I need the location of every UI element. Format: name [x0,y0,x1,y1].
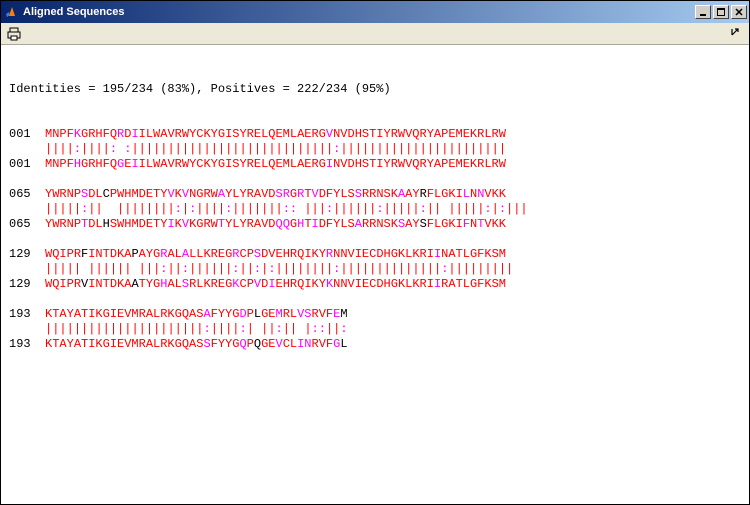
seq-bottom: 065 YWRNPTDLHSWHMDETYIKVKGRWTYLYRAVDQQGH… [9,217,741,232]
seq-match: ||||||||||||||||||||||:||||:| ||:|| |::|… [9,322,741,337]
app-window: Aligned Sequences Identities = 195/234 (… [0,0,750,505]
seq-top: 193 KTAYATIKGIEVMRALRKGQASAFYYGDPLGEMRLV… [9,307,741,322]
alignment-content: Identities = 195/234 (83%), Positives = … [1,45,749,504]
alignment-block: 065 YWRNPSDLCPWHMDETYVKVNGRWAYLYRAVDSRGR… [9,187,741,232]
alignment-body: 001 MNPFKGRHFQRDIILWAVRWYCKYGISYRELQEMLA… [9,127,741,352]
close-button[interactable] [731,5,747,19]
seq-bottom: 193 KTAYATIKGIEVMRALRKGQASSFYYGQPQGEVCLI… [9,337,741,352]
alignment-block: 001 MNPFKGRHFQRDIILWAVRWYCKYGISYRELQEMLA… [9,127,741,172]
seq-bottom: 001 MNPFHGRHFQGEIILWAVRWYCKYGISYRELQEMLA… [9,157,741,172]
titlebar: Aligned Sequences [1,1,749,23]
window-title: Aligned Sequences [23,6,693,18]
dock-icon[interactable] [727,25,745,43]
seq-match: |||||:|| ||||||||:|:||||:|||||||:: |||:|… [9,202,741,217]
seq-bottom: 129 WQIPRVINTDKAATYGHALSRLKREGKCPVDIEHRQ… [9,277,741,292]
seq-top: 065 YWRNPSDLCPWHMDETYVKVNGRWAYLYRAVDSRGR… [9,187,741,202]
seq-top: 129 WQIPRFINTDKAPAYGRALALLKREGRCPSDVEHRQ… [9,247,741,262]
matlab-icon [3,4,19,20]
window-buttons [693,5,747,19]
alignment-block: 193 KTAYATIKGIEVMRALRKGQASAFYYGDPLGEMRLV… [9,307,741,352]
seq-match: ||||:||||: :||||||||||||||||||||||||||||… [9,142,741,157]
minimize-button[interactable] [695,5,711,19]
print-icon[interactable] [5,25,23,43]
maximize-button[interactable] [713,5,729,19]
toolbar [1,23,749,45]
alignment-block: 129 WQIPRFINTDKAPAYGRALALLKREGRCPSDVEHRQ… [9,247,741,292]
seq-top: 001 MNPFKGRHFQRDIILWAVRWYCKYGISYRELQEMLA… [9,127,741,142]
seq-match: ||||| |||||| |||:||:||||||:||:|:||||||||… [9,262,741,277]
summary-line: Identities = 195/234 (83%), Positives = … [9,82,741,97]
